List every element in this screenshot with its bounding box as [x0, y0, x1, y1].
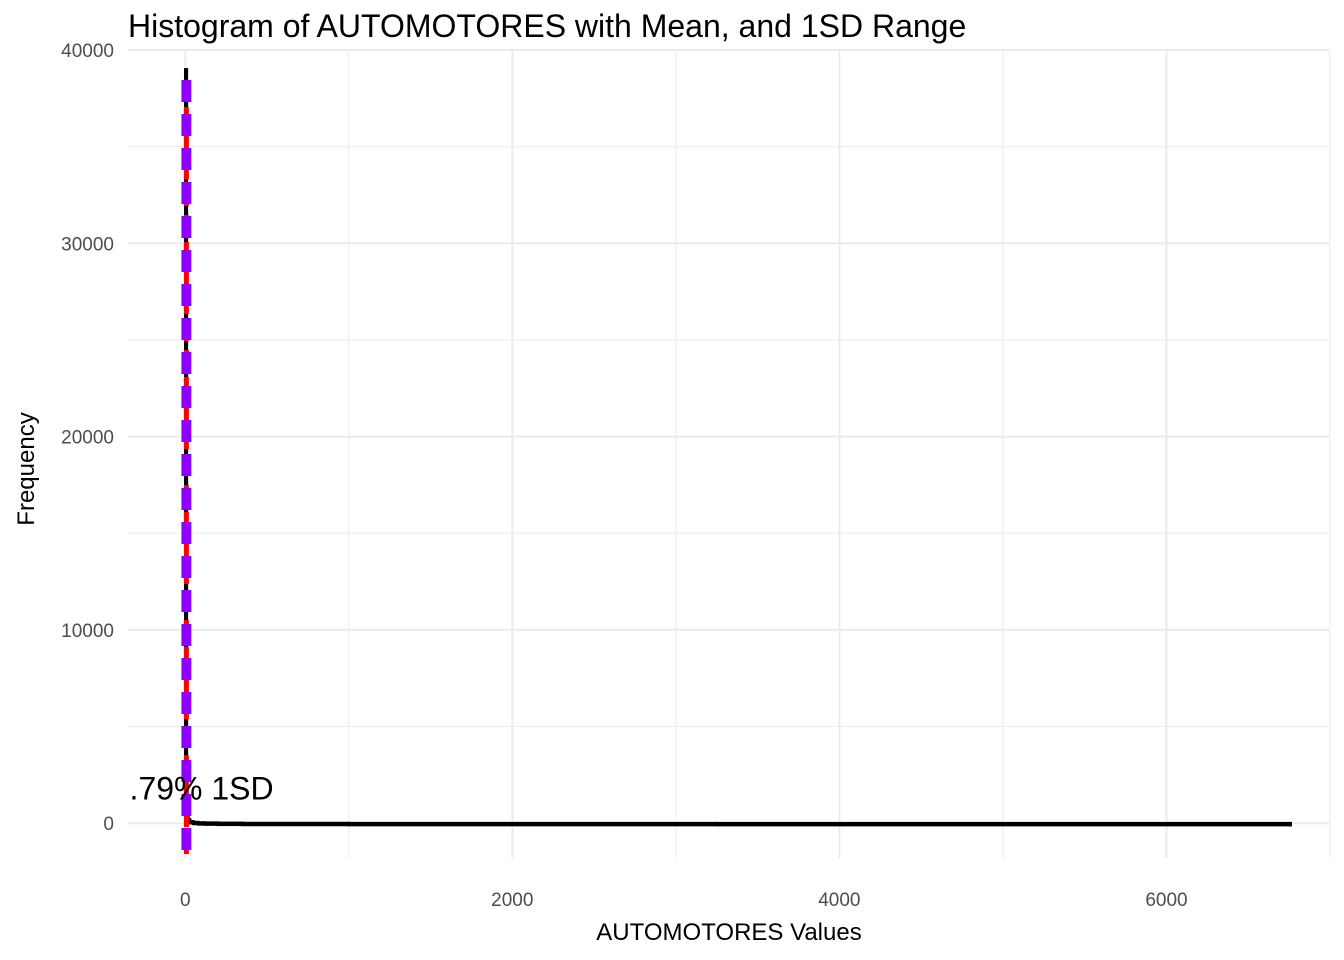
x-tick-label: 4000 [818, 890, 860, 911]
x-tick-label: 2000 [491, 890, 533, 911]
reference-lines [181, 80, 192, 858]
x-tick-label: 0 [180, 890, 191, 911]
tick-labels: 0 2000 4000 6000 0 10000 20000 30000 40000 [61, 41, 1187, 911]
x-tick-label: 6000 [1145, 890, 1187, 911]
y-tick-label: 40000 [61, 41, 114, 62]
y-tick-label: 20000 [61, 428, 114, 449]
y-tick-label: 0 [103, 814, 114, 835]
chart-title: Histogram of AUTOMOTORES with Mean, and … [128, 8, 967, 44]
y-tick-label: 30000 [61, 234, 114, 255]
histogram-bars [183, 68, 1293, 827]
grid-lines [128, 49, 1331, 858]
x-axis-title: AUTOMOTORES Values [596, 919, 861, 946]
histogram-bar [1287, 821, 1293, 827]
y-axis-title: Frequency [13, 412, 40, 525]
sd-annotation: .79% 1SD [130, 770, 274, 806]
y-tick-label: 10000 [61, 621, 114, 642]
